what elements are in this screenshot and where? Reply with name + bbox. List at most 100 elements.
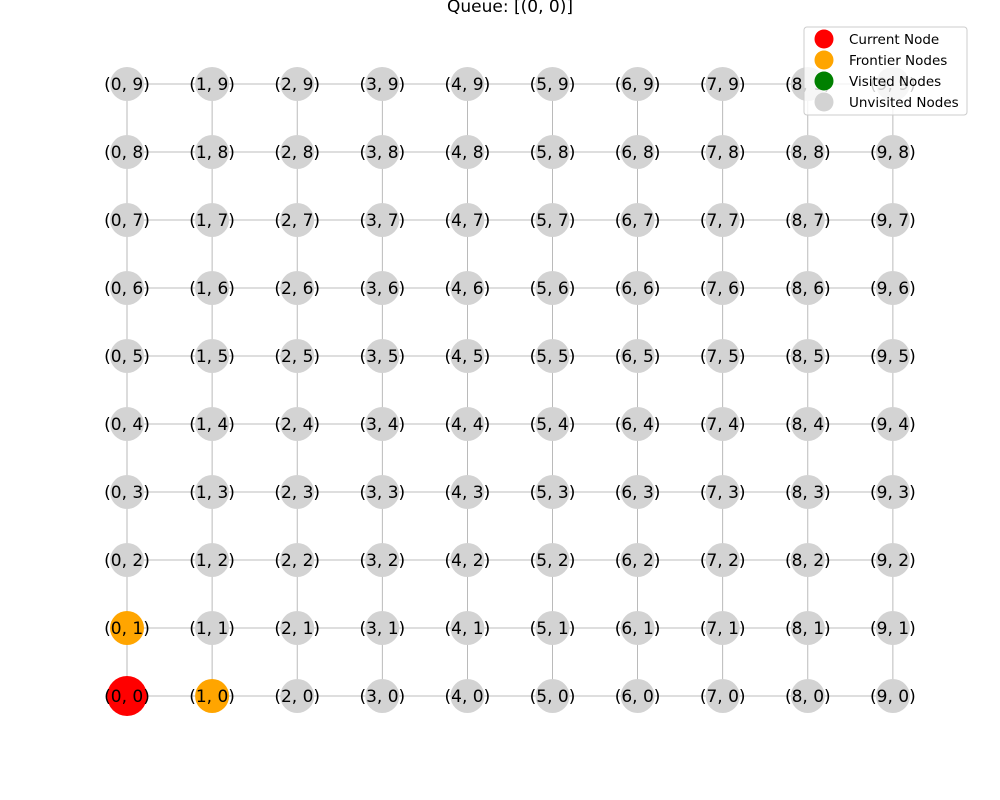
node-8-0-unvisited [790, 679, 825, 713]
node-7-3-unvisited [705, 475, 740, 509]
node-4-6-unvisited [450, 271, 485, 305]
node-label-6-6: (6, 6) [615, 279, 661, 299]
node-2-2-unvisited [280, 543, 315, 577]
node-5-8-unvisited [535, 135, 570, 169]
node-label-6-2: (6, 2) [615, 551, 661, 571]
node-label-5-9: (5, 9) [530, 75, 576, 95]
node-0-7-unvisited [110, 203, 144, 237]
node-4-7-unvisited [450, 203, 485, 237]
node-label-7-3: (7, 3) [700, 483, 746, 503]
node-6-3-unvisited [620, 475, 655, 509]
legend-frame [803, 26, 968, 116]
node-4-3-unvisited [450, 475, 485, 509]
legend-marker-unvisited [814, 92, 834, 112]
node-8-5-unvisited [790, 339, 825, 373]
grid-node-labels: (0, 0) (0, 1) (0, 2) (0, 3) (0, 4) (0, 5) (0, … [104, 75, 916, 707]
grid-nodes [107, 67, 910, 716]
node-5-7-unvisited [535, 203, 570, 237]
node-label-5-4: (5, 4) [530, 415, 576, 435]
node-8-7-unvisited [790, 203, 825, 237]
node-1-2-unvisited [195, 543, 230, 577]
node-1-9-unvisited [195, 67, 230, 101]
node-2-3-unvisited [280, 475, 315, 509]
node-label-1-7: (1, 7) [189, 211, 235, 231]
node-6-9-unvisited [620, 67, 655, 101]
node-label-2-1: (2, 1) [274, 619, 320, 639]
node-7-6-unvisited [705, 271, 740, 305]
node-label-5-3: (5, 3) [530, 483, 576, 503]
node-label-0-7: (0, 7) [104, 211, 150, 231]
node-label-7-7: (7, 7) [700, 211, 746, 231]
node-6-6-unvisited [620, 271, 655, 305]
node-8-3-unvisited [790, 475, 825, 509]
node-2-0-unvisited [280, 679, 315, 713]
node-7-2-unvisited [705, 543, 740, 577]
node-3-7-unvisited [365, 203, 400, 237]
node-label-2-0: (2, 0) [274, 687, 320, 707]
node-0-4-unvisited [110, 407, 144, 441]
node-label-5-7: (5, 7) [530, 211, 576, 231]
node-label-8-7: (8, 7) [785, 211, 831, 231]
node-label-0-0: (0, 0) [104, 687, 150, 707]
node-8-4-unvisited [790, 407, 825, 441]
node-5-9-unvisited [535, 67, 570, 101]
node-label-2-9: (2, 9) [274, 75, 320, 95]
node-7-4-unvisited [705, 407, 740, 441]
node-label-3-8: (3, 8) [359, 143, 405, 163]
node-label-7-0: (7, 0) [700, 687, 746, 707]
node-2-6-unvisited [280, 271, 315, 305]
node-5-3-unvisited [535, 475, 570, 509]
node-5-0-unvisited [535, 679, 570, 713]
node-1-1-unvisited [195, 611, 230, 645]
node-label-4-4: (4, 4) [445, 415, 491, 435]
node-label-4-8: (4, 8) [445, 143, 491, 163]
node-label-2-5: (2, 5) [274, 347, 320, 367]
legend-label-frontier: Frontier Nodes [849, 53, 947, 69]
node-0-9-unvisited [110, 67, 144, 101]
node-4-8-unvisited [450, 135, 485, 169]
node-label-8-4: (8, 4) [785, 415, 831, 435]
node-0-5-unvisited [110, 339, 144, 373]
node-6-8-unvisited [620, 135, 655, 169]
node-label-1-3: (1, 3) [189, 483, 235, 503]
node-6-4-unvisited [620, 407, 655, 441]
node-1-0-frontier [195, 679, 230, 713]
node-label-4-0: (4, 0) [445, 687, 491, 707]
node-label-8-2: (8, 2) [785, 551, 831, 571]
legend-marker-visited [814, 71, 834, 91]
node-1-7-unvisited [195, 203, 230, 237]
node-label-4-3: (4, 3) [445, 483, 491, 503]
node-label-3-3: (3, 3) [359, 483, 405, 503]
node-label-0-4: (0, 4) [104, 415, 150, 435]
node-label-9-1: (9, 1) [870, 619, 916, 639]
node-label-3-2: (3, 2) [359, 551, 405, 571]
node-3-8-unvisited [365, 135, 400, 169]
node-label-2-6: (2, 6) [274, 279, 320, 299]
legend: Current Node Frontier Nodes Visited Nodes U… [803, 26, 968, 116]
node-label-9-2: (9, 2) [870, 551, 916, 571]
node-0-2-unvisited [110, 543, 144, 577]
node-5-5-unvisited [535, 339, 570, 373]
node-3-0-unvisited [365, 679, 400, 713]
node-label-4-5: (4, 5) [445, 347, 491, 367]
node-label-3-9: (3, 9) [359, 75, 405, 95]
node-label-7-2: (7, 2) [700, 551, 746, 571]
node-label-6-7: (6, 7) [615, 211, 661, 231]
node-label-6-4: (6, 4) [615, 415, 661, 435]
legend-label-current: Current Node [849, 32, 939, 48]
node-label-4-1: (4, 1) [445, 619, 491, 639]
node-9-4-unvisited [875, 407, 910, 441]
node-label-3-4: (3, 4) [359, 415, 405, 435]
node-4-5-unvisited [450, 339, 485, 373]
node-label-2-8: (2, 8) [274, 143, 320, 163]
node-label-7-9: (7, 9) [700, 75, 746, 95]
node-0-8-unvisited [110, 135, 144, 169]
node-5-6-unvisited [535, 271, 570, 305]
node-label-8-8: (8, 8) [785, 143, 831, 163]
node-label-5-0: (5, 0) [530, 687, 576, 707]
node-label-7-1: (7, 1) [700, 619, 746, 639]
node-3-2-unvisited [365, 543, 400, 577]
node-label-1-1: (1, 1) [189, 619, 235, 639]
legend-marker-frontier [814, 50, 834, 70]
node-1-3-unvisited [195, 475, 230, 509]
